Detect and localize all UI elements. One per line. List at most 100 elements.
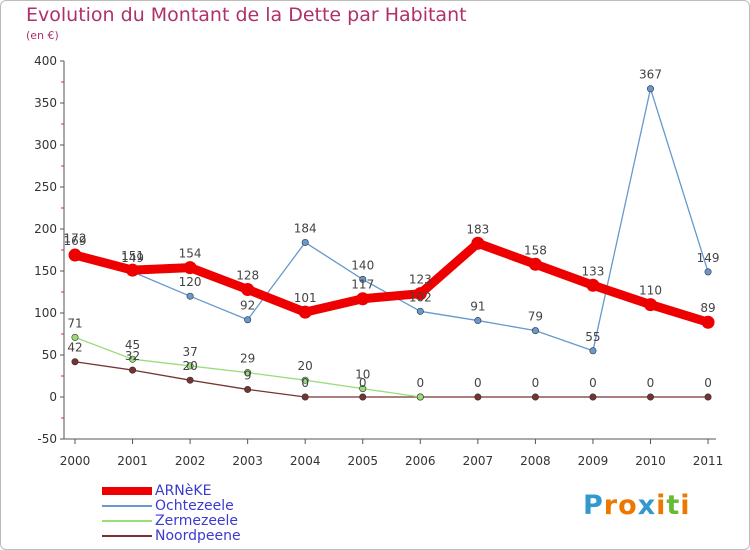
data-label: 133 [581,264,604,278]
logo-letter: i [656,490,667,521]
data-point-zermezeele [71,333,79,341]
data-label: 128 [236,268,259,282]
y-tick-label: 0 [49,390,57,404]
logo-letter: r [603,490,619,521]
data-point-noordpeene [244,385,252,393]
y-tick-label: 300 [34,138,57,152]
legend-swatch [102,505,152,507]
data-label: 151 [121,249,144,263]
legend-swatch [102,487,152,495]
data-point-noordpeene [646,393,654,401]
data-label: 149 [121,251,144,265]
x-tick-label: 2006 [405,454,436,468]
data-point-ochtezeele [474,317,482,325]
x-tick-label: 2003 [232,454,263,468]
legend-label: Zermezeele [155,513,239,529]
data-point-arn-ke [241,282,255,296]
data-label: 71 [67,316,82,330]
data-label: 172 [64,232,87,246]
data-label: 0 [359,376,367,390]
x-tick-label: 2008 [520,454,551,468]
data-label: 367 [639,68,662,82]
data-point-zermezeele [301,376,309,384]
chart-subtitle: (en €) [26,29,59,42]
data-point-arn-ke [701,315,715,329]
x-tick-label: 2001 [117,454,148,468]
data-point-ochtezeele [646,85,654,93]
y-tick-label: 150 [34,264,57,278]
y-tick-label: 350 [34,96,57,110]
data-label: 91 [470,300,485,314]
data-label: 149 [697,251,720,265]
data-label: 0 [647,376,655,390]
data-label: 0 [301,376,309,390]
data-label: 45 [125,338,140,352]
data-label: 79 [528,310,543,324]
series-line-ochtezeele [74,88,709,352]
series-line-noordpeene [74,361,709,398]
data-label: 102 [409,290,432,304]
series-line-arn-ke [70,238,713,327]
data-label: 89 [700,301,715,315]
data-label: 0 [589,376,597,390]
x-tick-label: 2011 [693,454,724,468]
data-point-arn-ke [68,248,82,262]
data-label: 120 [179,275,202,289]
data-label: 9 [244,368,252,382]
data-point-noordpeene [359,393,367,401]
data-point-noordpeene [474,393,482,401]
data-label: 101 [294,291,317,305]
data-label: 123 [409,273,432,287]
chart-title: Evolution du Montant de la Dette par Hab… [26,4,467,26]
x-tick-label: 2007 [463,454,494,468]
data-point-ochtezeele [359,275,367,283]
data-point-ochtezeele [244,316,252,324]
data-label: 140 [351,258,374,272]
legend-label: Ochtezeele [155,498,234,514]
data-point-noordpeene [71,358,79,366]
data-label: 29 [240,352,255,366]
x-tick-label: 2002 [175,454,206,468]
data-point-zermezeele [416,393,424,401]
data-label: 183 [466,222,489,236]
data-point-arn-ke [528,257,542,271]
data-label: 117 [351,278,374,292]
data-point-ochtezeele [416,307,424,315]
data-label: 110 [639,284,662,298]
x-tick-label: 2005 [347,454,378,468]
legend-label: Noordpeene [155,528,241,544]
data-point-ochtezeele [589,347,597,355]
data-label: 20 [298,359,313,373]
data-point-arn-ke [183,261,197,275]
data-point-zermezeele [244,369,252,377]
data-point-arn-ke [126,263,140,277]
y-tick-label: 200 [34,222,57,236]
data-label: 0 [704,376,712,390]
data-label: 184 [294,221,317,235]
data-label: 20 [182,359,197,373]
data-label: 0 [532,376,540,390]
logo-letter: P [583,490,604,521]
data-label: 92 [240,299,255,313]
legend-swatch [102,535,152,537]
x-tick-label: 2009 [578,454,609,468]
data-point-arn-ke [298,305,312,319]
y-tick-label: 100 [34,306,57,320]
chart-data-labels: 169 151 154 128 101 117 123 183 158 133 110 89 172 14… [64,68,720,390]
data-point-zermezeele [359,385,367,393]
data-point-noordpeene [186,376,194,384]
data-point-noordpeene [531,393,539,401]
y-tick-label: -50 [37,432,57,446]
x-tick-label: 2000 [60,454,91,468]
y-tick-label: 250 [34,180,57,194]
data-label: 0 [474,376,482,390]
data-point-zermezeele [186,362,194,370]
data-point-arn-ke [644,298,657,312]
x-tick-label: 2010 [635,454,666,468]
y-tick-label: 400 [34,54,57,68]
data-point-zermezeele [129,355,137,363]
data-label: 154 [179,247,202,261]
data-point-ochtezeele [186,292,194,300]
